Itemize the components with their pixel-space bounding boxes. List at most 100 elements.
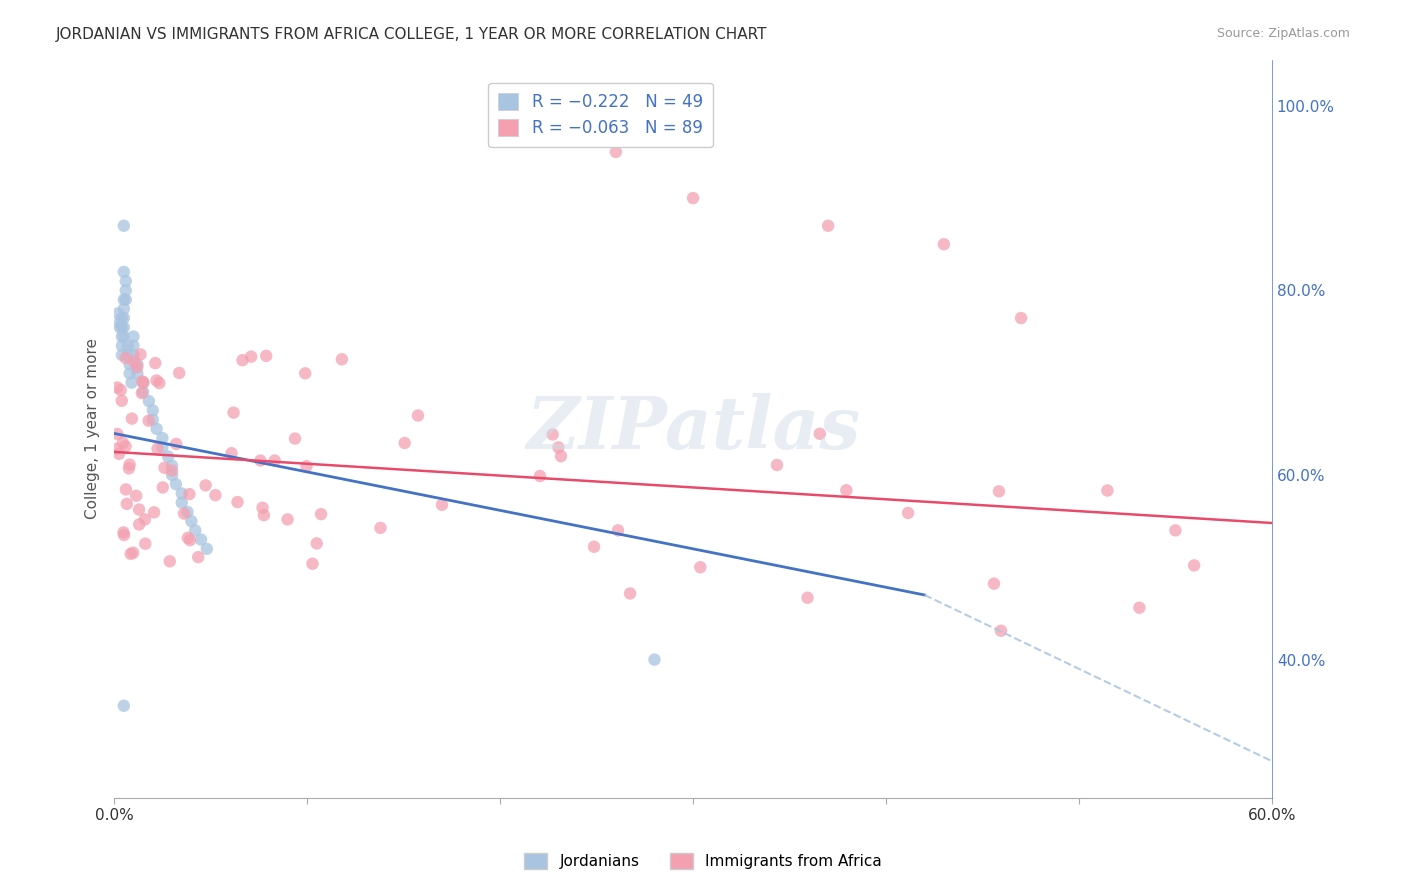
Point xyxy=(127,367,149,381)
Point xyxy=(301,557,323,571)
Point xyxy=(132,376,155,390)
Point xyxy=(132,384,155,399)
Point xyxy=(138,394,160,409)
Point xyxy=(305,536,328,550)
Point xyxy=(529,469,551,483)
Point xyxy=(231,353,253,368)
Point xyxy=(1128,600,1150,615)
Point xyxy=(370,521,392,535)
Point xyxy=(817,219,839,233)
Point xyxy=(118,458,141,472)
Point xyxy=(195,541,218,556)
Point xyxy=(108,320,131,334)
Point xyxy=(152,431,174,445)
Point xyxy=(122,339,145,353)
Point xyxy=(115,483,138,497)
Point xyxy=(112,265,135,279)
Point xyxy=(983,576,1005,591)
Point xyxy=(160,464,183,478)
Point xyxy=(127,359,149,374)
Point xyxy=(122,329,145,343)
Point xyxy=(112,698,135,713)
Point xyxy=(114,293,136,307)
Point xyxy=(1010,311,1032,326)
Point xyxy=(125,489,148,503)
Point xyxy=(932,237,955,252)
Point xyxy=(111,339,134,353)
Point xyxy=(112,219,135,233)
Text: JORDANIAN VS IMMIGRANTS FROM AFRICA COLLEGE, 1 YEAR OR MORE CORRELATION CHART: JORDANIAN VS IMMIGRANTS FROM AFRICA COLL… xyxy=(56,27,768,42)
Point xyxy=(194,478,217,492)
Point xyxy=(114,274,136,288)
Point xyxy=(605,145,627,159)
Point xyxy=(134,512,156,526)
Point xyxy=(105,380,128,394)
Point xyxy=(112,525,135,540)
Point xyxy=(105,427,128,442)
Point xyxy=(112,320,135,334)
Point xyxy=(309,507,332,521)
Point xyxy=(249,453,271,467)
Point xyxy=(682,191,704,205)
Point xyxy=(263,453,285,467)
Y-axis label: College, 1 year or more: College, 1 year or more xyxy=(86,338,100,519)
Point xyxy=(143,356,166,370)
Point xyxy=(118,461,141,475)
Point xyxy=(583,540,606,554)
Point xyxy=(128,502,150,516)
Point xyxy=(153,460,176,475)
Point xyxy=(142,412,165,426)
Point xyxy=(121,376,143,390)
Point xyxy=(111,311,134,326)
Point xyxy=(112,293,135,307)
Point xyxy=(607,524,630,538)
Text: Source: ZipAtlas.com: Source: ZipAtlas.com xyxy=(1216,27,1350,40)
Point xyxy=(146,442,169,456)
Point xyxy=(105,442,128,456)
Point xyxy=(394,436,416,450)
Point xyxy=(226,495,249,509)
Point xyxy=(120,547,142,561)
Point xyxy=(111,393,134,408)
Point xyxy=(142,403,165,417)
Point xyxy=(165,477,187,491)
Point xyxy=(112,528,135,542)
Point xyxy=(184,524,207,538)
Point xyxy=(118,367,141,381)
Point xyxy=(108,447,131,461)
Point xyxy=(173,507,195,521)
Point xyxy=(114,439,136,453)
Point xyxy=(121,411,143,425)
Point xyxy=(111,348,134,362)
Point xyxy=(117,339,139,353)
Point xyxy=(430,498,453,512)
Point xyxy=(204,488,226,502)
Point xyxy=(131,375,153,389)
Point xyxy=(124,355,146,369)
Point xyxy=(1097,483,1119,498)
Point xyxy=(128,517,150,532)
Point xyxy=(284,432,307,446)
Point xyxy=(541,427,564,442)
Point xyxy=(111,436,134,450)
Point xyxy=(145,374,167,388)
Point xyxy=(170,496,193,510)
Point xyxy=(114,284,136,298)
Point xyxy=(643,652,665,666)
Point xyxy=(619,586,641,600)
Point xyxy=(221,446,243,460)
Point xyxy=(112,301,135,316)
Point xyxy=(187,550,209,565)
Point xyxy=(897,506,920,520)
Point xyxy=(330,352,353,367)
Point xyxy=(110,383,132,397)
Point xyxy=(277,512,299,526)
Point xyxy=(115,497,138,511)
Point xyxy=(406,409,429,423)
Point xyxy=(222,406,245,420)
Text: ZIPatlas: ZIPatlas xyxy=(526,393,860,465)
Point xyxy=(114,351,136,365)
Point xyxy=(132,376,155,390)
Point xyxy=(122,546,145,560)
Point xyxy=(987,484,1010,499)
